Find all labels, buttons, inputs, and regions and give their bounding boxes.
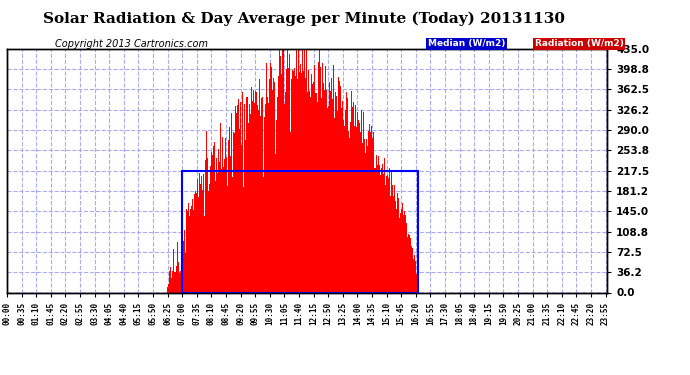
Text: Median (W/m2): Median (W/m2) xyxy=(428,39,505,48)
Text: Radiation (W/m2): Radiation (W/m2) xyxy=(535,39,624,48)
Text: Solar Radiation & Day Average per Minute (Today) 20131130: Solar Radiation & Day Average per Minute… xyxy=(43,11,564,26)
Bar xyxy=(182,171,418,292)
Text: Copyright 2013 Cartronics.com: Copyright 2013 Cartronics.com xyxy=(55,39,208,50)
